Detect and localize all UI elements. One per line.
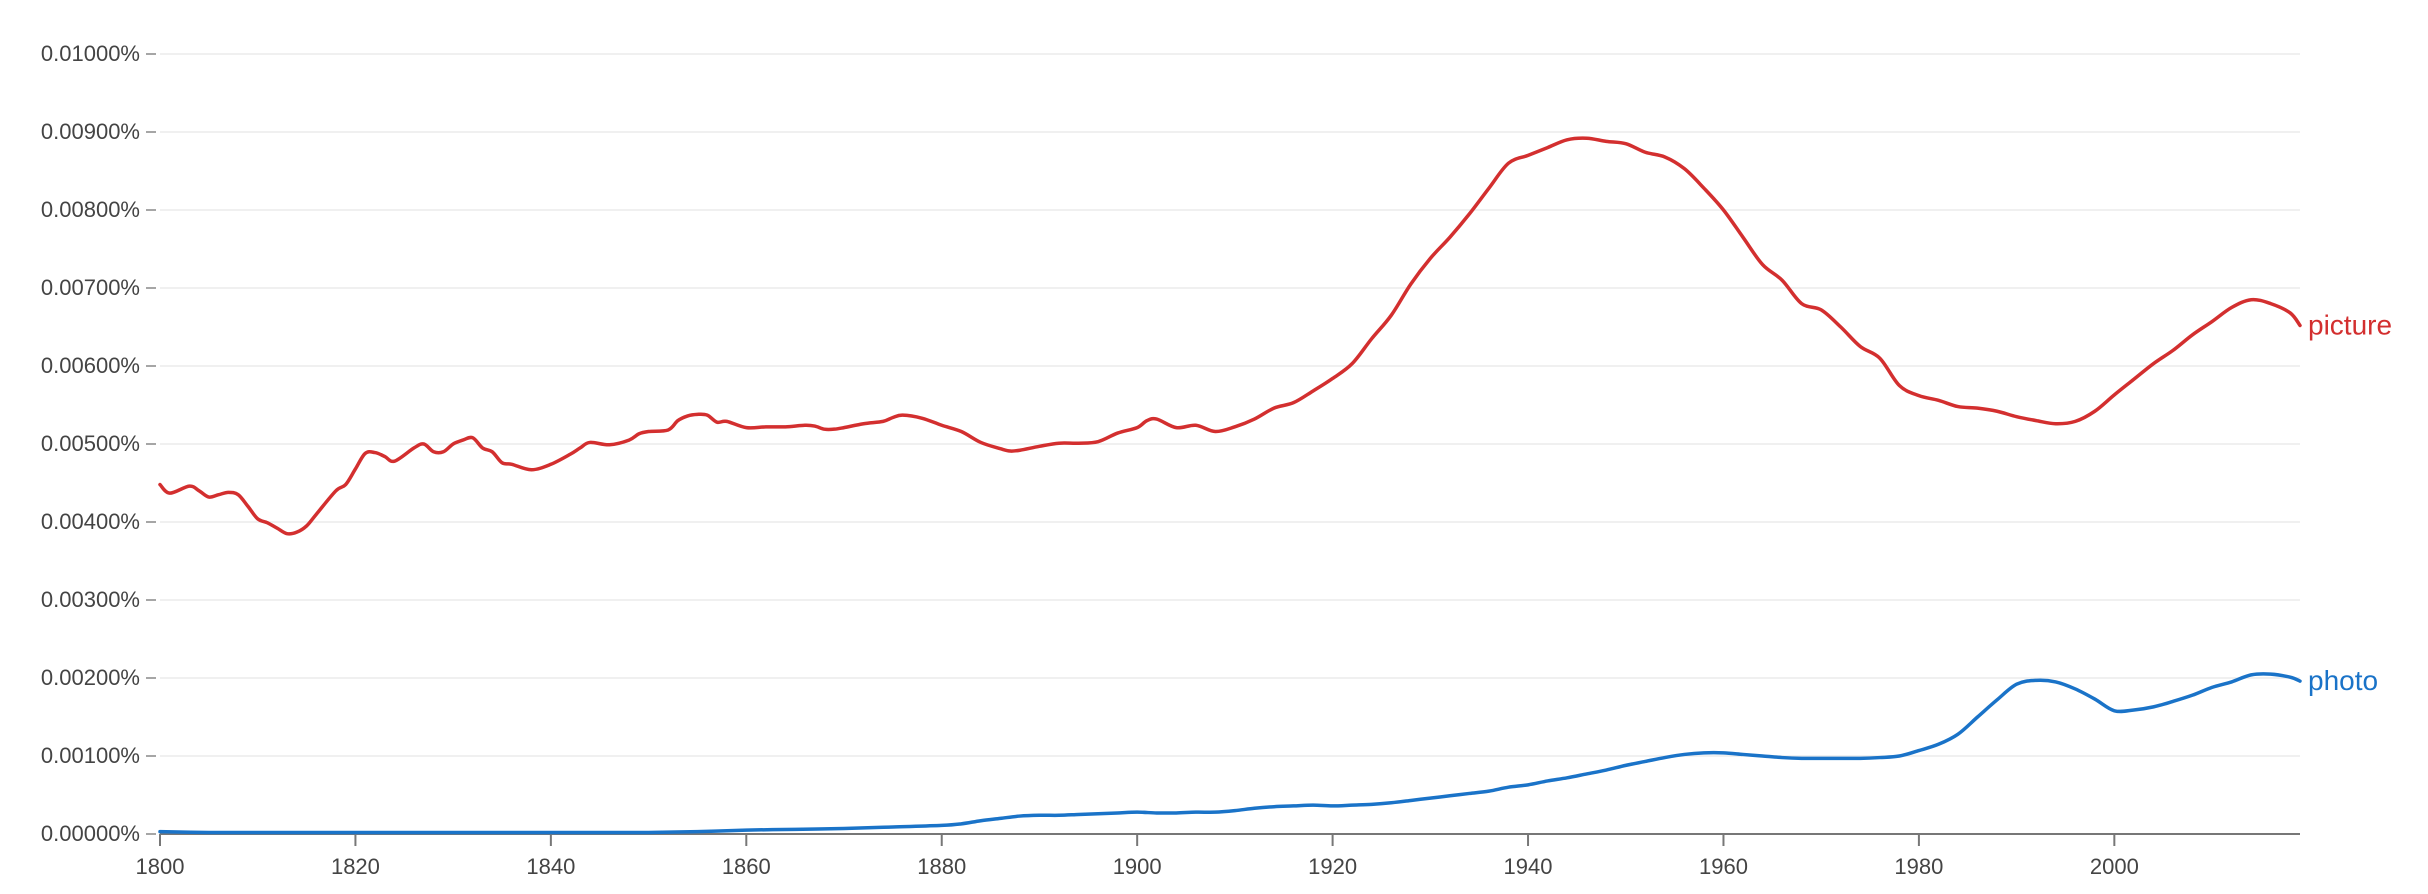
series-line-picture[interactable] (158, 136, 2302, 536)
gridlines (160, 53, 2300, 757)
ytick-label: 0.00600% (41, 353, 140, 378)
series-labels: picture photo (2308, 309, 2392, 696)
xtick-label: 2000 (2090, 854, 2139, 879)
ytick-label: 0.00700% (41, 275, 140, 300)
xtick-label: 1840 (526, 854, 575, 879)
series-label-picture: picture (2308, 309, 2392, 340)
ytick-label: 0.00400% (41, 509, 140, 534)
xtick-label: 1800 (136, 854, 185, 879)
ytick-label: 0.00100% (41, 743, 140, 768)
ytick-label: 0.00200% (41, 665, 140, 690)
xtick-label: 1980 (1894, 854, 1943, 879)
series-line-photo[interactable] (158, 672, 2302, 835)
ytick-label: 0.00300% (41, 587, 140, 612)
ytick-label: 0.01000% (41, 41, 140, 66)
xtick-label: 1960 (1699, 854, 1748, 879)
xtick-label: 1880 (917, 854, 966, 879)
ytick-label: 0.00500% (41, 431, 140, 456)
series-lines (158, 136, 2302, 835)
xtick-label: 1920 (1308, 854, 1357, 879)
xtick-label: 1860 (722, 854, 771, 879)
ytick-label: 0.00800% (41, 197, 140, 222)
series-label-photo: photo (2308, 665, 2378, 696)
axes: 0.00000% 0.00100% 0.00200% 0.00300% 0.00400%… (41, 41, 2300, 879)
xtick-label: 1900 (1113, 854, 1162, 879)
ytick-label: 0.00000% (41, 821, 140, 846)
ytick-label: 0.00900% (41, 119, 140, 144)
xtick-label: 1820 (331, 854, 380, 879)
xtick-label: 1940 (1504, 854, 1553, 879)
